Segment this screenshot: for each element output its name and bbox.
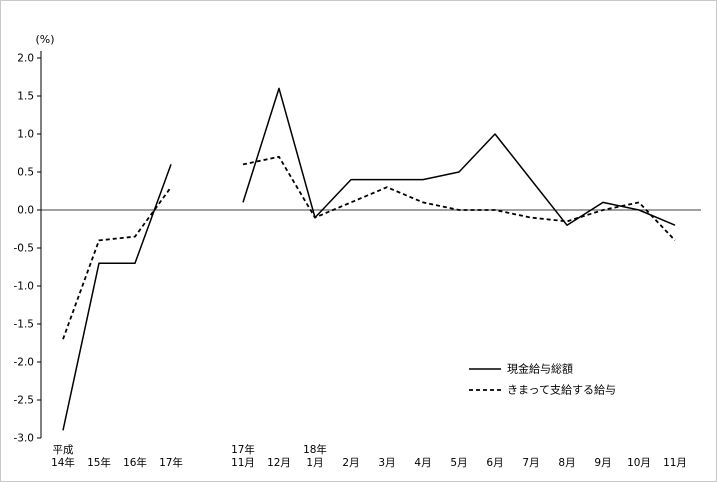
y-axis-tick-label: 1.5 <box>17 91 34 103</box>
x-axis-label: 10月 <box>627 457 651 469</box>
y-axis-tick-label: 2.0 <box>17 53 34 65</box>
y-axis-tick-label: 1.0 <box>17 129 34 141</box>
x-axis-label: 12月 <box>267 457 291 469</box>
x-axis-label: 2月 <box>342 457 359 469</box>
x-axis-label: 7月 <box>522 457 539 469</box>
x-axis-label: 11月 <box>231 457 255 469</box>
x-axis-label: 14年 <box>51 456 75 469</box>
y-axis-unit-label: (%) <box>35 33 54 46</box>
y-axis-tick-label: -3.0 <box>14 433 35 445</box>
cash-earnings-total-line <box>62 164 172 431</box>
y-axis-tick-label: -0.5 <box>14 243 35 255</box>
y-axis-tick-label: 0.5 <box>17 167 34 179</box>
x-axis-label: 5月 <box>450 457 467 469</box>
x-axis-label: 11月 <box>663 457 687 469</box>
x-axis-label: 17年 <box>159 456 183 469</box>
x-axis-label: 3月 <box>378 457 395 469</box>
y-axis-tick-label: 0.0 <box>17 205 34 217</box>
contractual-cash-earnings-line <box>242 155 676 242</box>
x-axis-label: 9月 <box>594 457 611 469</box>
x-axis-label: 16年 <box>123 456 147 469</box>
x-axis-label-year: 18年 <box>303 443 327 456</box>
y-axis-tick-label: -2.5 <box>14 395 35 407</box>
y-axis-tick-label: -1.0 <box>14 281 35 293</box>
legend-cash-earnings-total-label: 現金給与総額 <box>507 362 573 376</box>
contractual-cash-earnings-line <box>62 186 172 340</box>
x-axis-label-year: 17年 <box>231 443 255 456</box>
x-axis-label: 4月 <box>414 457 431 469</box>
legend-contractual-cash-earnings-label: きまって支給する給与 <box>507 383 616 397</box>
y-axis-tick-label: -1.5 <box>14 319 35 331</box>
y-axis-tick-label: -2.0 <box>14 357 35 369</box>
x-axis-label: 15年 <box>87 456 111 469</box>
x-axis-label-year: 平成 <box>53 444 74 456</box>
x-axis-label: 6月 <box>486 457 503 469</box>
x-axis-label: 8月 <box>558 457 575 469</box>
x-axis-label: 1月 <box>306 457 323 469</box>
